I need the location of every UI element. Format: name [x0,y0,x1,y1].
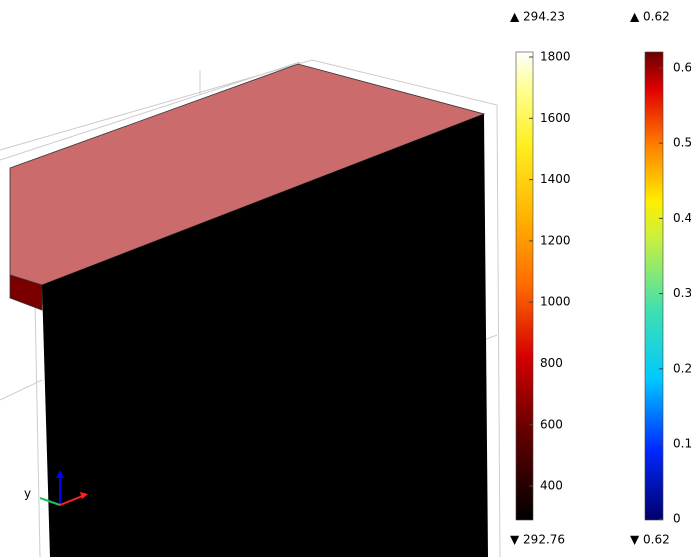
tick-label: 0.6 [673,61,691,75]
tick-label: 0.4 [673,211,691,225]
tick-label: 0.3 [673,286,691,300]
tick-label: 1800 [540,50,571,64]
tick-label: 1000 [540,295,571,309]
graphics-view: y ▲ 294.23 ▼ 292.76 1800 1600 1400 1200 1000 80… [0,0,691,557]
tick-label: 0 [673,512,681,526]
tick-label: 0.2 [673,361,691,375]
screen: y ▲ 294.23 ▼ 292.76 1800 1600 1400 1200 1000 80… [0,0,691,557]
legend-min: ▼ 292.76 [510,533,565,547]
color-bar [645,52,663,520]
legend-max: ▲ 0.62 [630,10,670,24]
tick-label: 1200 [540,233,571,247]
tick-label: 0.1 [673,437,691,451]
tick-label: 0.5 [673,136,691,150]
color-bar [516,52,533,520]
tick-label: 800 [540,356,563,370]
tick-label: 1600 [540,111,571,125]
legend-min: ▼ 0.62 [630,533,670,547]
tick-label: 1400 [540,172,571,186]
legend-max: ▲ 294.23 [510,10,565,24]
tick-label: 400 [540,479,563,493]
tick-label: 600 [540,417,563,431]
axis-label: y [24,487,31,501]
